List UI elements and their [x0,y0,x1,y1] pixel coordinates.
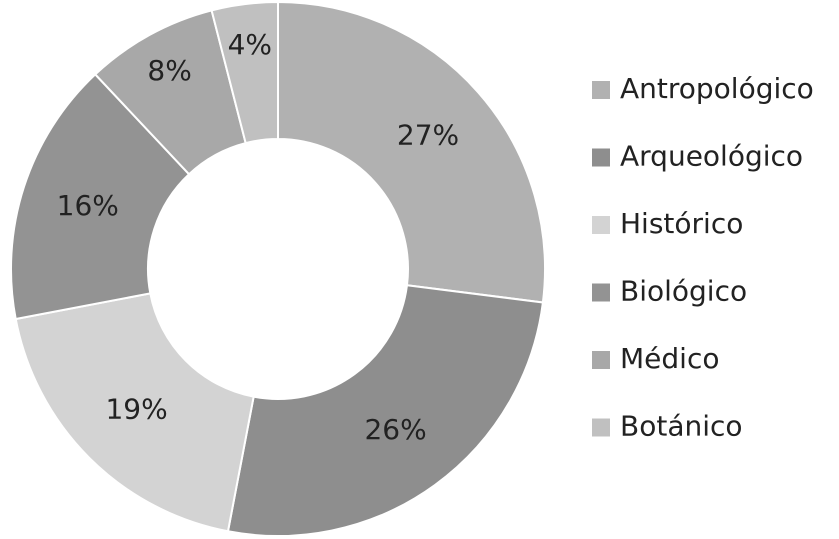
legend-swatch [592,283,610,302]
legend-label: Arqueológico [620,140,803,173]
donut-segment [10,72,191,321]
data-label: 8% [147,54,191,87]
legend-label: Médico [620,342,719,375]
data-label: 27% [397,119,459,152]
legend-label: Botánico [620,410,743,443]
legend-swatch [592,216,610,234]
legend-swatch [592,351,610,369]
legend-label: Antropológico [620,72,814,105]
donut-segment [14,292,255,533]
legend-swatch [592,81,610,99]
donut-segment [277,0,546,304]
donut-segment [226,284,545,537]
data-label: 19% [105,392,167,425]
legend-swatch [592,148,610,167]
legend-label: Histórico [620,207,743,240]
data-label: 4% [228,28,272,61]
legend-label: Biológico [620,275,747,308]
legend-swatch [592,418,610,437]
data-label: 26% [364,413,426,446]
donut-segment [210,0,279,145]
data-label: 16% [57,189,119,222]
